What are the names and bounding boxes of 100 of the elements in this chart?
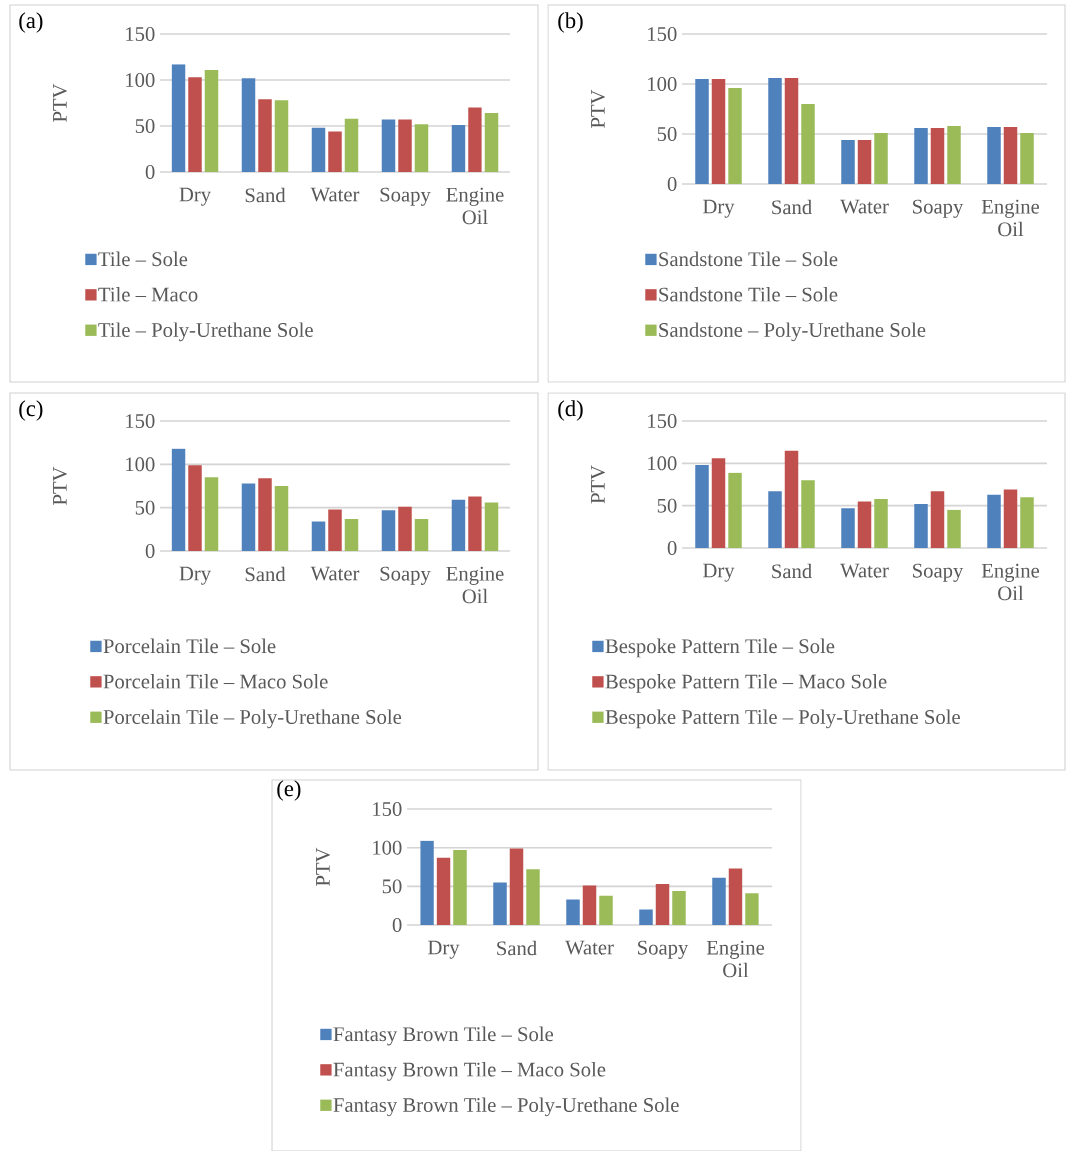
bar xyxy=(274,100,289,172)
bar xyxy=(1020,133,1034,184)
bar xyxy=(258,99,272,172)
bar xyxy=(728,868,743,926)
y-axis-title: PTV xyxy=(591,465,605,504)
x-tick-label: Dry xyxy=(179,566,211,585)
x-tick-label: Dry xyxy=(179,187,211,206)
bar xyxy=(526,869,540,926)
y-tick-label: 150 xyxy=(126,414,155,428)
x-tick-label: Soapy xyxy=(380,566,431,585)
bar xyxy=(344,118,359,172)
y-axis-title: PTV xyxy=(316,847,330,886)
bar xyxy=(711,458,726,548)
bar xyxy=(874,133,888,184)
y-axis-title: PTV xyxy=(53,466,67,505)
x-tick-label: Dry xyxy=(703,199,735,218)
bar xyxy=(509,848,524,926)
y-tick-label: 100 xyxy=(126,457,155,472)
bar xyxy=(311,521,326,551)
x-tick-label: Sand xyxy=(772,199,812,215)
bar xyxy=(204,69,219,172)
x-tick-label: Water xyxy=(840,199,889,214)
chart-title: (b) xyxy=(558,12,583,33)
legend-label: Bespoke Pattern Tile – Sole xyxy=(605,638,835,658)
x-tick-label: Engine Oil xyxy=(981,199,1040,237)
bar xyxy=(171,448,186,551)
y-tick-label: 150 xyxy=(648,414,677,428)
bar xyxy=(484,113,499,172)
bar xyxy=(947,126,961,184)
x-tick-label: Water xyxy=(840,563,889,578)
bar xyxy=(258,478,272,551)
bar xyxy=(1003,489,1018,548)
bar xyxy=(695,78,709,184)
bar xyxy=(768,491,782,548)
x-tick-label: Dry xyxy=(428,940,460,959)
bar xyxy=(311,127,326,172)
bar xyxy=(801,480,815,548)
bar xyxy=(841,140,855,184)
y-tick-label: 100 xyxy=(126,73,155,87)
bar xyxy=(420,840,434,926)
y-axis-title: PTV xyxy=(53,83,67,122)
bar xyxy=(784,450,799,548)
x-tick-label: Soapy xyxy=(913,563,964,582)
bar xyxy=(930,491,945,548)
bar xyxy=(451,499,466,551)
y-tick-label: 0 xyxy=(667,541,677,555)
bar xyxy=(453,850,467,926)
bar xyxy=(274,486,289,551)
bar xyxy=(381,119,396,172)
chart-title: (c) xyxy=(19,400,43,421)
legend-label: Tile – Maco xyxy=(98,287,198,302)
bar xyxy=(414,518,429,551)
y-tick-label: 100 xyxy=(373,840,402,855)
legend-label: Porcelain Tile – Maco Sole xyxy=(103,674,328,689)
bar xyxy=(204,477,219,551)
legend-label: Porcelain Tile – Poly-Urethane Sole xyxy=(103,709,402,729)
bar xyxy=(398,119,412,172)
bar xyxy=(381,510,396,551)
y-tick-label: 0 xyxy=(667,177,677,191)
y-tick-label: 50 xyxy=(135,119,155,133)
bar xyxy=(328,509,342,551)
bar xyxy=(344,518,359,551)
bar xyxy=(493,882,507,926)
bar xyxy=(801,104,815,184)
bar xyxy=(857,501,872,548)
bar xyxy=(171,64,186,172)
bar xyxy=(655,884,670,926)
bar xyxy=(1020,497,1034,548)
legend-label: Bespoke Pattern Tile – Maco Sole xyxy=(605,674,887,693)
x-tick-label: Sand xyxy=(245,187,286,203)
y-tick-label: 150 xyxy=(648,27,677,41)
bar xyxy=(728,88,742,184)
legend-label: Tile – Poly-Urethane Sole xyxy=(98,322,313,342)
bar xyxy=(639,909,653,926)
bar xyxy=(711,78,726,184)
bar xyxy=(468,496,482,551)
bar xyxy=(768,78,782,184)
x-tick-label: Dry xyxy=(703,563,735,582)
bar xyxy=(188,77,202,172)
bar xyxy=(188,465,202,551)
x-tick-label: Soapy xyxy=(380,187,431,206)
bar xyxy=(582,885,597,926)
x-tick-label: Water xyxy=(310,187,360,202)
bar xyxy=(328,131,342,172)
bar xyxy=(857,140,872,184)
bar xyxy=(241,483,256,551)
x-tick-label: Water xyxy=(310,566,360,581)
bar xyxy=(712,877,726,926)
bar xyxy=(695,465,709,548)
x-tick-label: Engine Oil xyxy=(981,563,1040,601)
y-tick-label: 0 xyxy=(145,544,155,558)
legend-label: Tile – Sole xyxy=(98,251,188,267)
x-tick-label: Soapy xyxy=(638,940,689,959)
chart-title: (a) xyxy=(19,12,43,33)
bar xyxy=(398,506,412,551)
bar xyxy=(566,899,580,926)
bar xyxy=(987,127,1001,184)
x-tick-label: Water xyxy=(565,940,614,955)
y-axis-title: PTV xyxy=(591,89,605,128)
bar xyxy=(414,124,429,172)
